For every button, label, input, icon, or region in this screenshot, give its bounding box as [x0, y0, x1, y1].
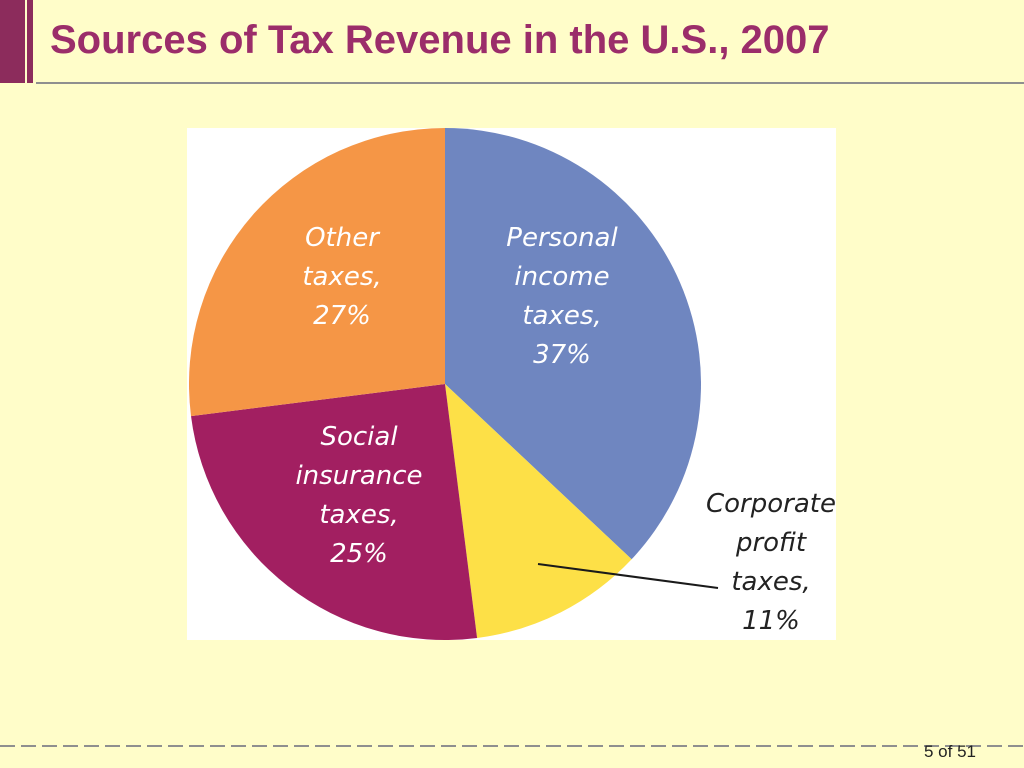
accent-bar: [0, 0, 25, 83]
slice-label-line: Social: [320, 422, 398, 452]
slice-label-line: insurance: [295, 461, 422, 491]
slice-label-line: profit: [735, 528, 807, 558]
slice-label-personal-income-taxes: Personal income taxes, 37%: [506, 223, 618, 370]
slice-label-social-insurance-taxes: Social insurance taxes, 25%: [295, 422, 422, 569]
slide-title: Sources of Tax Revenue in the U.S., 2007: [50, 18, 830, 62]
slice-label-line: Other: [305, 223, 381, 253]
leader-line-corporate-profit-taxes: [537, 563, 719, 589]
slice-label-line: income: [514, 262, 609, 292]
pie-slice-corporate-profit-taxes: [445, 384, 632, 638]
slice-label-line: taxes,: [302, 262, 381, 292]
page-number: 5 of 51: [924, 742, 976, 761]
slice-label-line: taxes,: [319, 500, 398, 530]
slice-label-line: 27%: [313, 301, 371, 331]
slice-label-corporate-profit-taxes: Corporate profit taxes, 11%: [706, 489, 836, 636]
footer-dashed-rule: [0, 734, 1024, 747]
pie-slice-social-insurance-taxes: [191, 384, 478, 640]
slice-label-line: 25%: [330, 539, 388, 569]
slice-label-line: Personal: [506, 223, 618, 253]
slice-label-line: taxes,: [731, 567, 810, 597]
pie-slice-personal-income-taxes: [445, 128, 701, 560]
pie-chart: Personal income taxes, 37% Corporate profit ta…: [189, 128, 836, 640]
slice-label-line: 11%: [742, 606, 800, 636]
slice-label-other-taxes: Other taxes, 27%: [302, 223, 381, 331]
slice-label-line: Corporate: [706, 489, 836, 519]
pie-slice-other-taxes: [189, 128, 445, 417]
footer-dash-line: [0, 745, 1024, 747]
slice-label-line: 37%: [533, 340, 591, 370]
accent-bar-thin: [27, 0, 33, 83]
slice-label-line: taxes,: [522, 301, 601, 331]
pie-chart-panel: Personal income taxes, 37% Corporate profit ta…: [187, 128, 836, 640]
title-underline: [36, 82, 1024, 84]
